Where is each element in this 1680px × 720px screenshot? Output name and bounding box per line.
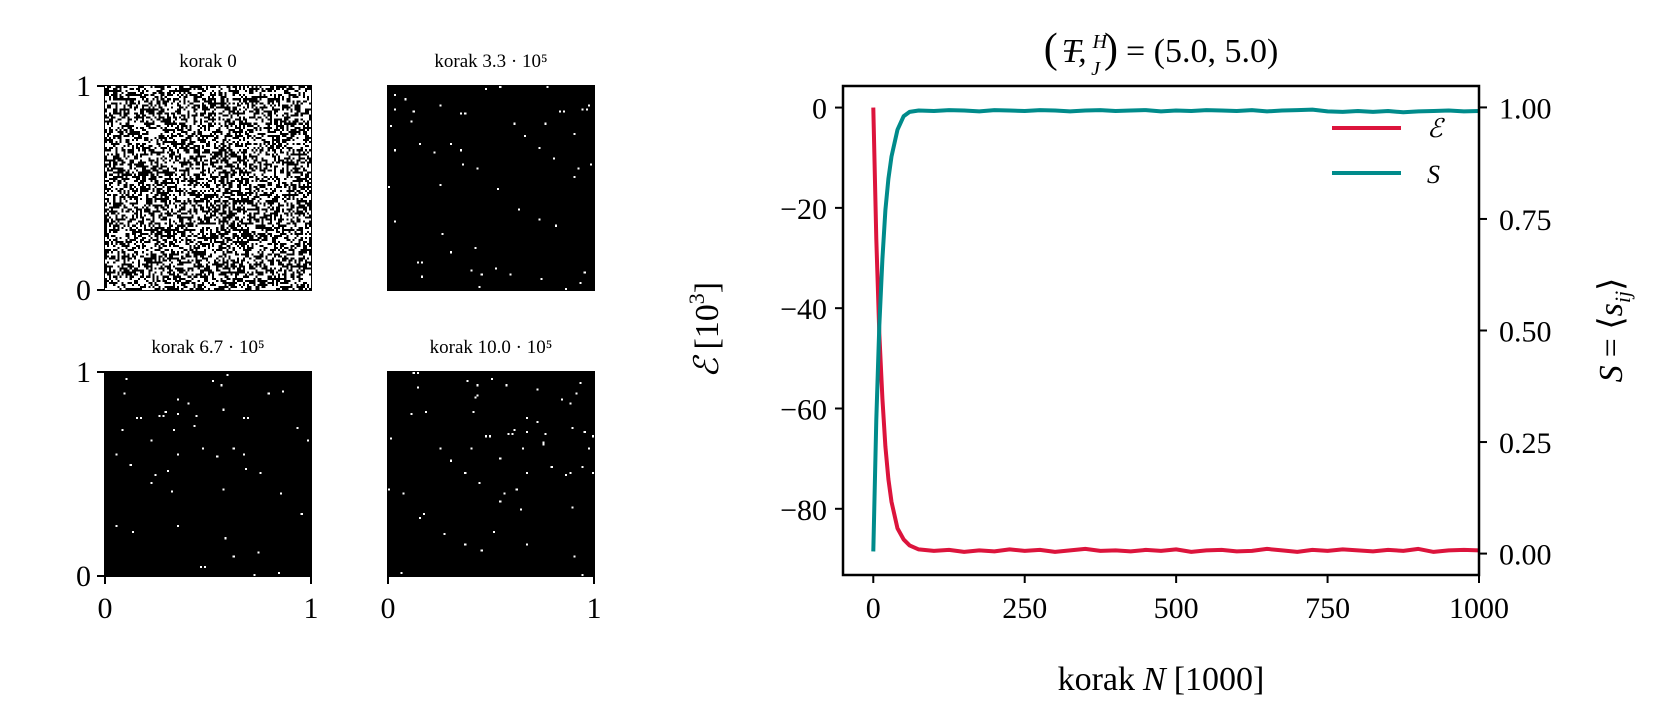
y-tick-label-right: 0.25	[1499, 427, 1552, 460]
y-tick-label-right: 0.75	[1499, 204, 1552, 237]
y-tick-label-right: 0.00	[1499, 539, 1552, 572]
panel-xtick-label: 0	[98, 592, 113, 625]
spin-lattice-panel-2	[105, 372, 311, 576]
legend-label-energy: ℰ	[1427, 114, 1445, 143]
panel-ytick-label: 1	[76, 70, 91, 103]
x-tick-label: 250	[1002, 592, 1047, 625]
panel-ytick-label: 0	[76, 274, 91, 307]
plot-frame	[841, 84, 1481, 577]
x-axis-label: korak N [1000]	[1058, 661, 1265, 698]
series-line-energy	[871, 107, 1480, 554]
y-tick-label-left: −40	[780, 293, 827, 326]
x-tick-label: 500	[1154, 592, 1199, 625]
panel-ytick-label: 1	[76, 356, 91, 389]
y-tick-label-right: 1.00	[1499, 92, 1552, 125]
panel-title-2: korak 6.7 · 10⁵	[151, 337, 264, 358]
chart-title: (T, H J) = (5.0, 5.0)	[1044, 26, 1279, 80]
panel-title-3: korak 10.0 · 10⁵	[430, 337, 553, 358]
y-axis-label-left: ℰ[103]	[684, 282, 726, 378]
y-axis-label-right: S= ⟨sij⟩	[1593, 278, 1635, 383]
x-tick-label: 1000	[1449, 592, 1509, 625]
spin-lattice-panel-3	[388, 372, 594, 576]
series-line-order	[871, 107, 1480, 552]
x-tick-label: 750	[1305, 592, 1350, 625]
spin-lattice-panel-0	[105, 86, 311, 290]
panel-xtick-label: 0	[381, 592, 396, 625]
panel-title-0: korak 0	[179, 51, 237, 72]
y-tick-label-left: 0	[812, 93, 827, 126]
y-tick-label-right: 0.50	[1499, 316, 1552, 349]
legend-label-order: S	[1427, 160, 1440, 189]
panel-xtick-label: 1	[304, 592, 319, 625]
panel-title-1: korak 3.3 · 10⁵	[434, 51, 547, 72]
panel-ytick-label: 0	[76, 560, 91, 593]
legend: ℰ S	[1332, 114, 1445, 189]
y-tick-label-left: −80	[780, 494, 827, 527]
y-tick-label-left: −20	[780, 193, 827, 226]
y-tick-label-left: −60	[780, 393, 827, 426]
x-tick-label: 0	[866, 592, 881, 625]
panel-xtick-label: 1	[587, 592, 602, 625]
spin-lattice-panel-1	[388, 86, 594, 290]
